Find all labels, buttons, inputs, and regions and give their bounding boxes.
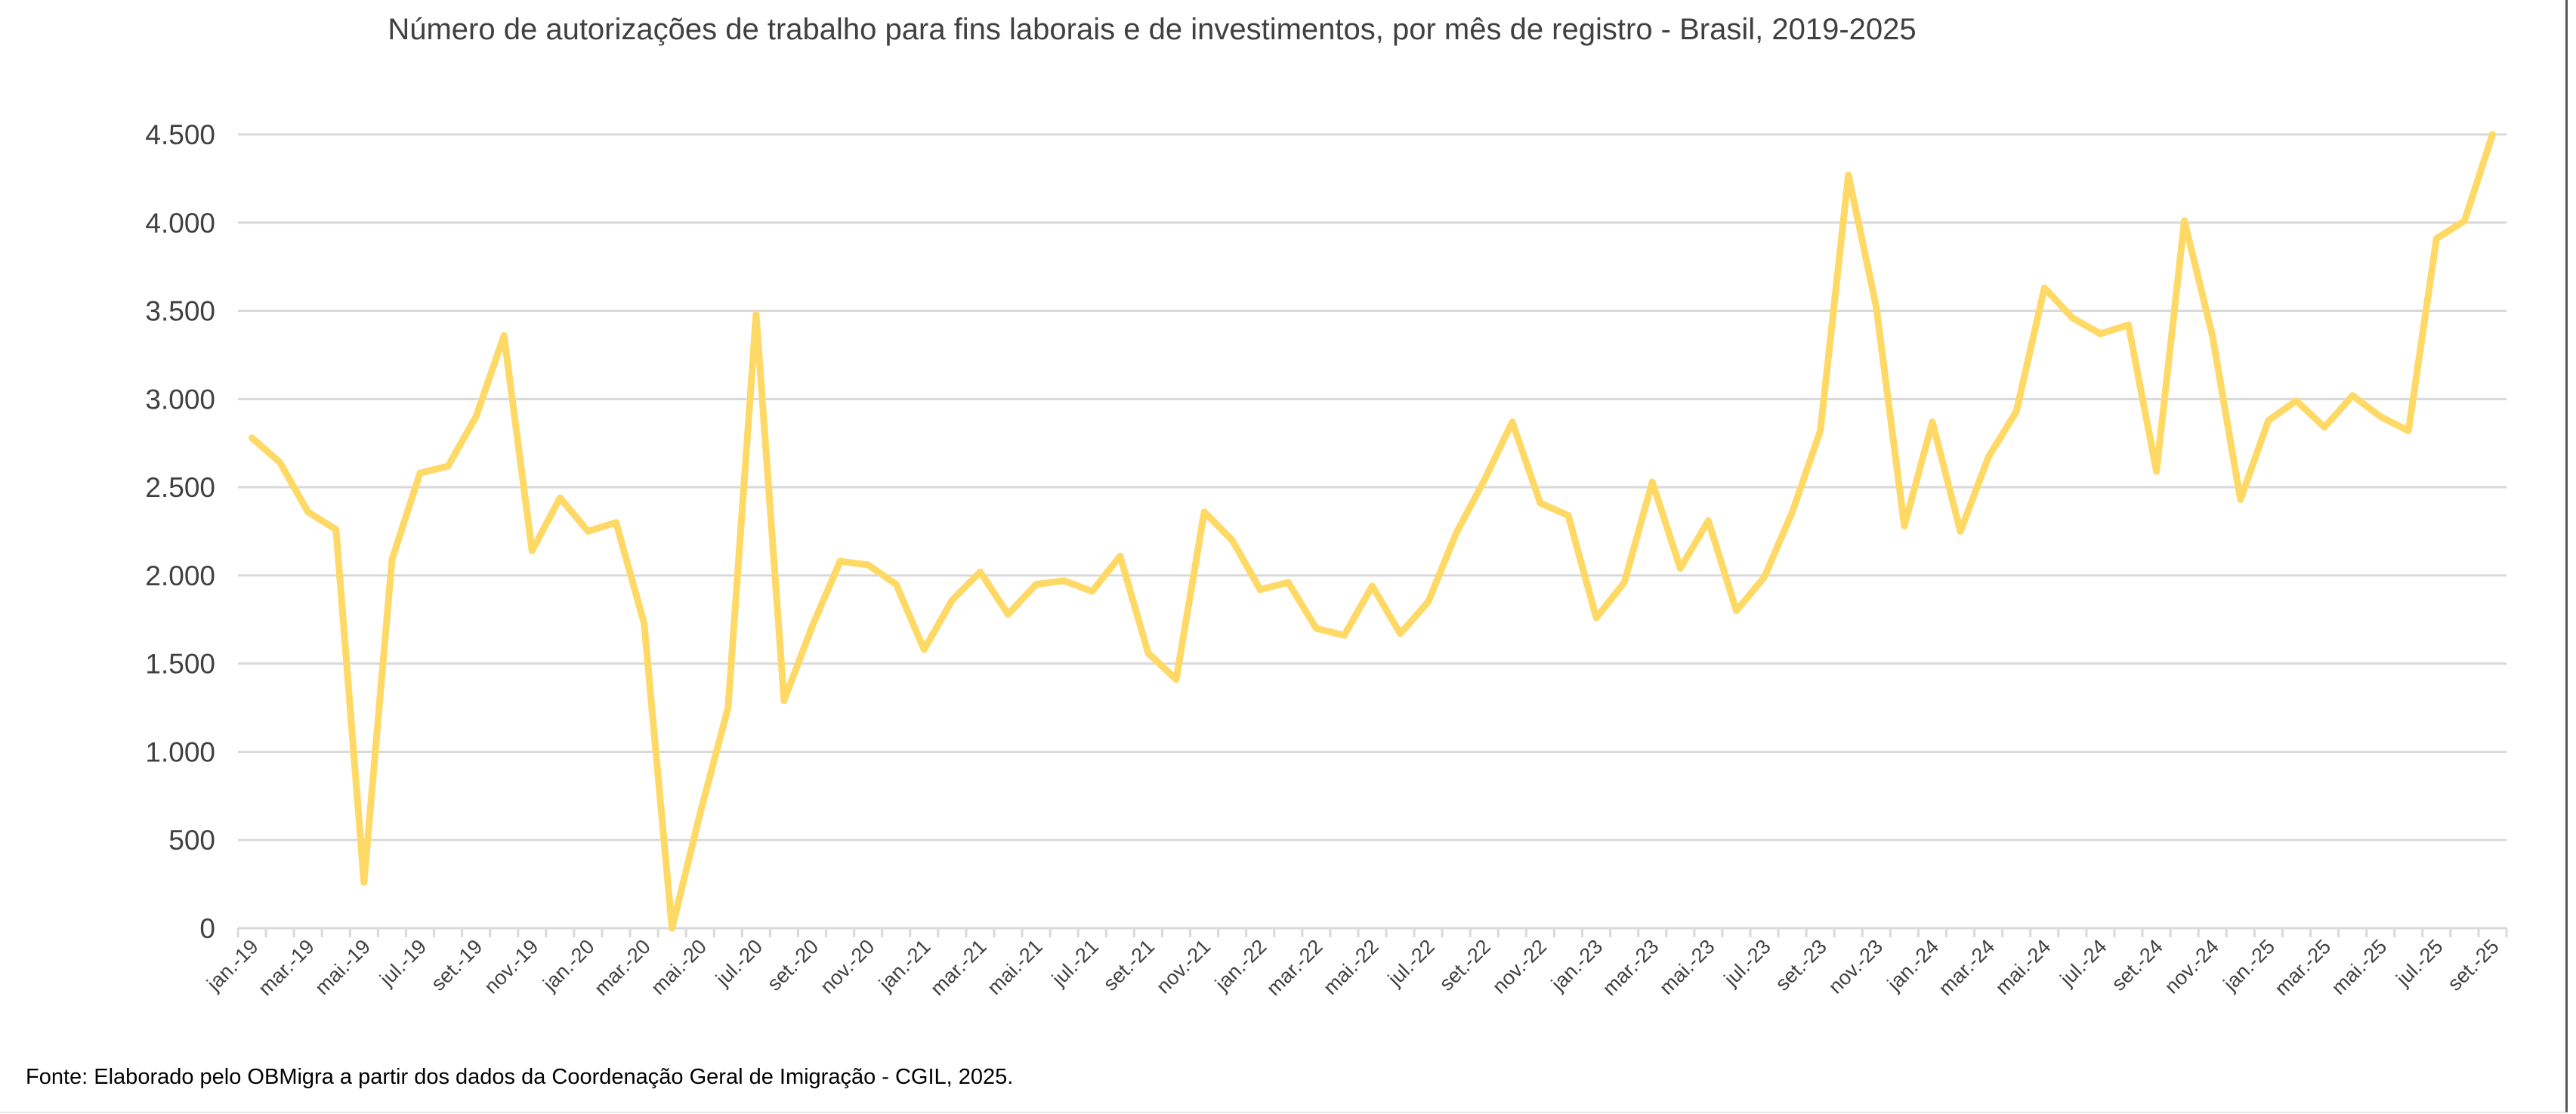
x-tick-label: mai.-21: [983, 935, 1047, 999]
x-tick-label: mar.-20: [590, 935, 655, 1000]
x-tick-label: jan.-24: [1883, 935, 1943, 995]
x-tick-label: mai.-20: [647, 935, 711, 999]
x-tick-label: mai.-24: [1991, 935, 2056, 999]
x-tick-label: jul.-24: [2056, 935, 2111, 991]
y-tick-label: 2.500: [145, 472, 215, 503]
x-tick-label: jan.-22: [1210, 935, 1271, 995]
x-tick-label: jan.-20: [538, 935, 598, 995]
x-tick-label: set.-25: [2443, 935, 2503, 995]
x-tick-label: jul.-21: [1047, 935, 1103, 991]
x-tick-label: set.-22: [1435, 935, 1495, 995]
x-tick-label: nov.-24: [2160, 935, 2222, 998]
x-tick-label: jan.-23: [1546, 935, 1607, 995]
x-tick-label: nov.-21: [1152, 935, 1215, 998]
x-tick-label: jul.-22: [1383, 935, 1439, 991]
x-tick-label: set.-24: [2107, 935, 2167, 995]
x-tick-label: mar.-25: [2270, 935, 2335, 1000]
y-tick-label: 3.000: [145, 384, 215, 415]
y-tick-label: 500: [168, 825, 215, 856]
x-tick-label: jan.-21: [874, 935, 934, 995]
x-tick-label: mai.-19: [310, 935, 375, 999]
x-tick-label: mar.-21: [926, 935, 991, 1000]
x-tick-label: jan.-19: [202, 935, 262, 995]
x-tick-label: mai.-25: [2327, 935, 2392, 999]
x-tick-label: mai.-22: [1319, 935, 1383, 999]
x-tick-label: mar.-23: [1598, 935, 1663, 1000]
x-tick-label: jul.-19: [375, 935, 431, 991]
x-tick-label: nov.-20: [816, 935, 879, 998]
x-tick-label: set.-21: [1099, 935, 1160, 995]
y-tick-label: 3.500: [145, 296, 215, 327]
series: [249, 131, 2496, 932]
source-note: Fonte: Elaborado pelo OBMigra a partir d…: [26, 1065, 1014, 1089]
x-tick-label: nov.-23: [1824, 935, 1887, 998]
x-tick-label: nov.-19: [480, 935, 542, 998]
x-tick-label: mar.-22: [1262, 935, 1327, 1000]
chart-title: Número de autorizações de trabalho para …: [388, 13, 1916, 46]
y-tick-label: 1.000: [145, 736, 215, 767]
x-tick-label: mar.-19: [254, 935, 319, 1000]
y-tick-label: 1.500: [145, 649, 215, 680]
x-tick-label: mar.-24: [1934, 935, 1999, 1000]
x-tick-label: jul.-23: [1719, 935, 1775, 991]
y-tick-label: 4.000: [145, 208, 215, 239]
x-tick-label: set.-20: [763, 935, 823, 995]
gridlines: [238, 133, 2507, 930]
x-tick-label: set.-19: [427, 935, 487, 995]
x-tick-label: jul.-20: [711, 935, 767, 991]
y-tick-label: 0: [199, 913, 215, 944]
y-tick-label: 4.500: [145, 119, 215, 150]
x-tick-label: jul.-25: [2392, 935, 2448, 991]
x-tick-label: jan.-25: [2219, 935, 2279, 995]
x-tick-label: set.-23: [1771, 935, 1831, 995]
x-tick-label: mai.-23: [1655, 935, 1719, 999]
y-tick-label: 2.000: [145, 560, 215, 591]
y-axis-ticks: 0 500 1.000 1.500 2.000 2.500 3.000 3.500 4.000 4…: [145, 119, 215, 944]
x-tick-label: nov.-22: [1488, 935, 1551, 998]
